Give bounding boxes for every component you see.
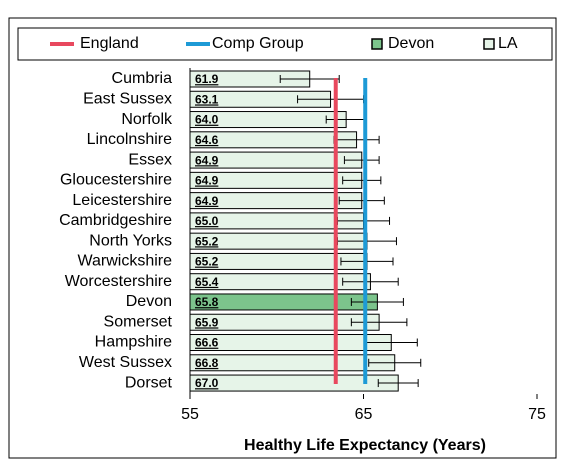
value-label: 63.1 [195,92,219,106]
value-label: 64.9 [195,174,219,188]
y-tick-label: Hampshire [95,334,172,351]
error-bar [350,297,404,306]
chart-frame [8,17,557,459]
value-label: 65.2 [195,234,219,248]
legend-marker [371,38,383,50]
y-tick-label: Leicestershire [72,192,172,209]
y-tick-label: Cambridgeshire [59,212,172,229]
error-bar [279,75,340,83]
value-label: 65.8 [195,295,219,309]
value-label: 67.0 [195,376,219,390]
value-label: 65.4 [195,275,219,289]
y-tick-label: Norfolk [121,111,173,128]
legend-frame [17,27,553,61]
legend-label: Devon [388,35,434,52]
y-tick-label: North Yorks [89,232,172,249]
y-tick-label: West Sussex [79,354,172,371]
legend-label: Comp Group [212,35,304,52]
y-tick-label: Lincolnshire [87,131,172,148]
y-tick-label: Dorset [125,374,173,391]
value-label: 65.9 [195,315,219,329]
legend-label: LA [498,35,518,52]
y-tick-label: Essex [128,151,172,168]
error-bar [342,176,382,185]
legend-marker [483,38,495,50]
value-label: 66.6 [195,336,219,350]
value-label: 65.0 [195,214,219,228]
value-label: 66.8 [195,356,219,370]
error-bar [368,358,422,367]
value-label: 64.0 [195,113,219,127]
bar [189,313,380,331]
error-bar [377,379,419,388]
y-tick-label: Cumbria [112,70,173,87]
y-tick-label: East Sussex [83,90,172,107]
error-bar [350,318,408,327]
bar [189,334,392,352]
value-label: 64.6 [195,133,219,147]
x-tick-label: 75 [528,406,546,423]
legend-label: England [80,35,139,52]
value-label: 65.2 [195,255,219,269]
y-tick-label: Devon [126,293,172,310]
y-tick-label: Warwickshire [77,253,172,270]
x-tick-label: 55 [181,406,199,423]
y-tick-label: Gloucestershire [60,172,172,189]
x-tick-label: 65 [355,406,373,423]
y-tick-label: Somerset [104,313,173,330]
x-axis-label: Healthy Life Expectancy (Years) [244,437,486,454]
error-bar [338,196,385,205]
value-label: 61.9 [195,72,219,86]
error-bar [343,156,380,165]
error-bar [342,277,399,286]
value-label: 64.9 [195,194,219,208]
value-label: 64.9 [195,153,219,167]
y-tick-label: Worcestershire [65,273,172,290]
